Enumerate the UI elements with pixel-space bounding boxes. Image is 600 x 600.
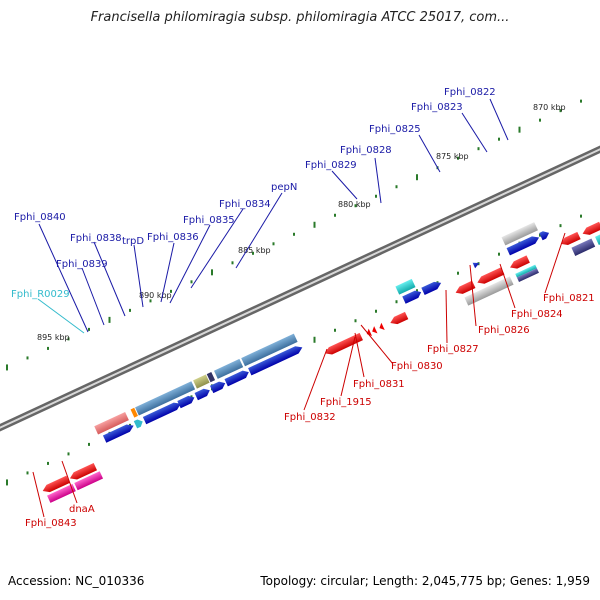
label-trpd[interactable]: trpD (122, 236, 144, 247)
kbp-label-880: 880 kbp (338, 200, 371, 209)
genome-info-text: Topology: circular; Length: 2,045,775 bp… (260, 574, 590, 588)
gene-fphi-0827[interactable] (464, 276, 514, 306)
gene-fphi-0824[interactable] (515, 264, 537, 278)
gene-fphi-0827b[interactable] (476, 267, 505, 286)
label-dnaa[interactable]: dnaA (69, 504, 95, 515)
label-fphi-0823[interactable]: Fphi_0823 (411, 102, 463, 113)
label-fphi-0836[interactable]: Fphi_0836 (147, 232, 199, 243)
gene-fphi-0830[interactable] (389, 311, 409, 327)
label-fphi-0825[interactable]: Fphi_0825 (369, 124, 421, 135)
gene-fphi-0819[interactable] (571, 238, 596, 256)
label-fphi-0835[interactable]: Fphi_0835 (183, 215, 235, 226)
gene-fphi-0837[interactable] (142, 400, 183, 425)
gene-fphi-1915b[interactable] (370, 326, 378, 335)
gene-fphi-0822b[interactable] (539, 229, 551, 241)
gene-fphi-0838[interactable] (102, 422, 135, 443)
label-fphi-0840[interactable]: Fphi_0840 (14, 212, 66, 223)
gene-trna[interactable] (133, 418, 145, 429)
gene-fphi-0828b[interactable] (421, 279, 443, 295)
label-fphi-0831[interactable]: Fphi_0831 (353, 379, 405, 390)
label-fphi-0829[interactable]: Fphi_0829 (305, 160, 357, 171)
gene-fphi-0831[interactable] (378, 322, 385, 332)
accession-text: Accession: NC_010336 (8, 574, 145, 588)
label-fphi-0826[interactable]: Fphi_0826 (478, 325, 530, 336)
kbp-label-895: 895 kbp (37, 333, 70, 342)
top-leader-lines (37, 98, 509, 334)
gene-fphi-0835[interactable] (213, 358, 244, 379)
gene-fphi-0834a[interactable] (177, 394, 196, 409)
gene-fphi-0843[interactable] (41, 475, 70, 495)
genome-backbone (0, 145, 600, 432)
top-gene-labels: Fphi_0822 Fphi_0823 Fphi_0825 Fphi_0828 … (11, 87, 496, 300)
kbp-label-875: 875 kbp (436, 152, 469, 161)
gene-fphi-0840[interactable] (94, 411, 129, 435)
gene-dnaa[interactable] (47, 483, 76, 503)
gene-pepn[interactable] (241, 333, 298, 367)
gene-fphi-0821[interactable] (559, 231, 581, 248)
kbp-label-885: 885 kbp (238, 246, 271, 255)
gene-fphi-0842[interactable] (68, 462, 98, 482)
kbp-label-890: 890 kbp (139, 291, 172, 300)
kbp-scale-labels: 870 kbp 875 kbp 880 kbp 885 kbp 890 kbp … (37, 103, 566, 342)
gene-fphi-0826[interactable] (508, 255, 530, 271)
gene-fphi-0834d[interactable] (224, 369, 250, 387)
gene-fphi-0828a[interactable] (402, 289, 423, 304)
bottom-leader-lines (32, 232, 566, 518)
reverse-strand-genes (41, 221, 600, 503)
label-fphi-0839[interactable]: Fphi_0839 (56, 259, 108, 270)
gene-fphi-0822[interactable] (506, 234, 541, 256)
label-fphi-0838[interactable]: Fphi_0838 (70, 233, 122, 244)
label-fphi-1915[interactable]: Fphi_1915 (320, 397, 372, 408)
gene-fphi-1915[interactable] (365, 328, 373, 338)
label-fphi-0834[interactable]: Fphi_0834 (219, 199, 271, 210)
gene-fphi-0829[interactable] (395, 278, 416, 295)
gene-fphi-0823[interactable] (501, 222, 538, 246)
kbp-label-870: 870 kbp (533, 103, 566, 112)
label-fphi-0824[interactable]: Fphi_0824 (511, 309, 563, 320)
forward-strand-genes (94, 222, 551, 443)
label-fphi-r0029[interactable]: Fphi_R0029 (11, 289, 70, 300)
label-fphi-0827[interactable]: Fphi_0827 (427, 344, 479, 355)
label-fphi-0843[interactable]: Fphi_0843 (25, 518, 77, 529)
label-fphi-0832[interactable]: Fphi_0832 (284, 412, 336, 423)
label-fphi-0822[interactable]: Fphi_0822 (444, 87, 496, 98)
gene-fphi-0834e[interactable] (248, 344, 304, 376)
gene-dnaa-b[interactable] (74, 471, 104, 491)
gene-fphi-0839[interactable] (135, 381, 196, 416)
gene-fphi-0824b[interactable] (516, 268, 539, 283)
gene-fphi-0836[interactable] (206, 371, 216, 383)
gene-fphi-0832[interactable] (323, 332, 363, 357)
map-title: Francisella philomiragia subsp. philomir… (90, 10, 510, 25)
gene-fphi-r0029[interactable] (130, 407, 138, 418)
gene-fphi-0825[interactable] (472, 260, 481, 269)
label-fphi-0830[interactable]: Fphi_0830 (391, 361, 443, 372)
bottom-gene-labels: Fphi_0821 Fphi_0824 Fphi_0826 Fphi_0827 … (25, 293, 595, 529)
gene-fphi-0834c[interactable] (209, 379, 227, 394)
gene-fphi-0820[interactable] (581, 221, 600, 238)
label-fphi-0828[interactable]: Fphi_0828 (340, 145, 392, 156)
gene-trpd[interactable] (193, 374, 210, 389)
label-fphi-0821[interactable]: Fphi_0821 (543, 293, 595, 304)
label-pepn[interactable]: pepN (271, 182, 297, 193)
gene-fphi-0834b[interactable] (194, 387, 212, 401)
gene-fphi-0827a[interactable] (454, 280, 476, 297)
